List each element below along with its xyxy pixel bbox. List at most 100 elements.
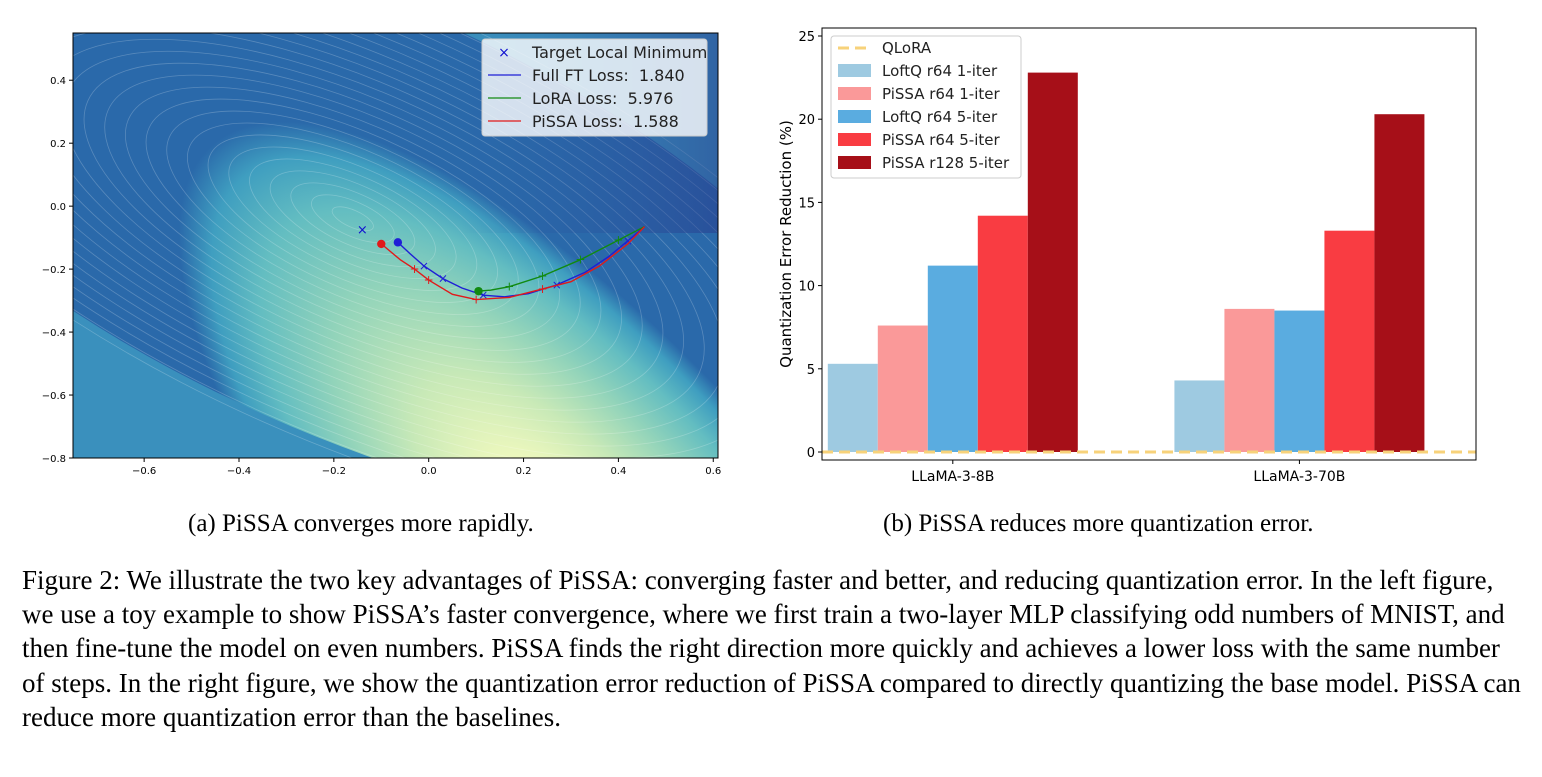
legend: QLoRA LoftQ r64 1-iter PiSSA r64 1-iter Lo… xyxy=(830,35,1022,179)
y-tick-label: 10 xyxy=(798,280,815,295)
y-tick-label: −0.4 xyxy=(42,328,66,339)
legend-entry-lora: LoRA Loss: 5.976 xyxy=(488,89,673,108)
legend-label: LoRA Loss: 5.976 xyxy=(532,89,673,108)
contour-line xyxy=(73,33,718,435)
target-marker-icon: × xyxy=(498,45,510,61)
contour-line xyxy=(73,33,718,458)
figure-caption: Figure 2: We illustrate the two key adva… xyxy=(22,565,1521,732)
step-marker: + xyxy=(537,282,547,296)
bar xyxy=(1224,308,1275,452)
convergence-chart: ×××××++++ ++++× −0.6 −0.4 −0.2 0.0 0.2 0.4 0.60… xyxy=(42,32,721,477)
legend-swatch-icon xyxy=(838,133,871,146)
contour-line xyxy=(207,134,498,303)
loss-contours xyxy=(73,33,718,458)
legend-label: Full FT Loss: 1.840 xyxy=(532,66,685,85)
x-tick-label: LLaMA-3-8B xyxy=(911,469,994,485)
legend-box xyxy=(830,35,1022,179)
bar xyxy=(1174,380,1225,452)
contour-line xyxy=(73,33,718,447)
x-tick-label: −0.4 xyxy=(227,466,251,477)
x-tick-label: 0.2 xyxy=(516,466,532,477)
bar xyxy=(877,325,928,452)
end-point xyxy=(393,238,403,247)
y-tick-label: 0.2 xyxy=(50,139,66,150)
step-marker: × xyxy=(478,288,488,302)
y-axis-label: Quantization Error Reduction (%) xyxy=(777,120,795,368)
legend-entry-target: × Target Local Minimum xyxy=(498,43,707,62)
bar xyxy=(977,215,1028,452)
step-marker: + xyxy=(409,262,419,276)
y-tick-label: −0.8 xyxy=(42,454,66,465)
contour-line xyxy=(73,33,718,458)
step-marker: + xyxy=(613,233,623,247)
subcaption-left: (a) PiSSA converges more rapidly. xyxy=(188,510,534,537)
contour-line xyxy=(290,182,416,256)
legend-swatch-icon xyxy=(838,87,871,100)
step-marker: × xyxy=(438,272,448,286)
quantization-chart: 0 5 10 15 20 25 LLaMA-3-8B LLaMA-3-70B Quantiza… xyxy=(777,27,1477,485)
y-tick-label: 0 xyxy=(807,446,815,461)
contour-line xyxy=(228,146,478,291)
end-point xyxy=(377,239,386,249)
contour-line xyxy=(73,33,718,458)
contour-line xyxy=(83,62,622,375)
step-marker: + xyxy=(504,280,514,294)
legend-swatch-icon xyxy=(838,156,871,169)
contour-line xyxy=(331,206,374,232)
x-tick-label: −0.2 xyxy=(322,466,346,477)
legend-label: LoftQ r64 5-iter xyxy=(882,108,998,126)
y-tick-label: −0.2 xyxy=(42,265,66,276)
x-tick-label: 0.4 xyxy=(610,466,626,477)
legend-entry-qlora: QLoRA xyxy=(838,39,932,57)
x-tick-label: −0.6 xyxy=(132,466,156,477)
legend-swatch-icon xyxy=(838,110,871,123)
contour-line xyxy=(73,50,643,387)
legend-box xyxy=(481,38,708,137)
end-point xyxy=(474,286,483,296)
y-tick-label: 15 xyxy=(798,196,815,211)
legend-entry-fullft: Full FT Loss: 1.840 xyxy=(488,66,685,85)
y-tick-label: −0.6 xyxy=(42,391,66,402)
step-marker: × xyxy=(419,259,429,273)
y-tick-label: 20 xyxy=(798,113,815,128)
contour-line xyxy=(166,110,540,327)
contour-fill xyxy=(73,33,718,458)
legend-label: PiSSA r64 1-iter xyxy=(882,85,1000,103)
contour-line xyxy=(73,33,684,411)
contour-line xyxy=(311,194,395,244)
contour-line xyxy=(73,33,705,423)
legend-label: LoftQ r64 1-iter xyxy=(882,62,998,80)
bar xyxy=(1027,72,1078,452)
contour-line xyxy=(73,33,718,458)
legend: × Target Local Minimum Full FT Loss: 1.8… xyxy=(481,38,708,137)
step-marker: + xyxy=(471,293,481,307)
step-marker: + xyxy=(575,253,585,267)
x-tick-label: LLaMA-3-70B xyxy=(1253,469,1345,485)
x-tick-label: 0.0 xyxy=(421,466,437,477)
bar xyxy=(1374,114,1425,452)
subcaption-right: (b) PiSSA reduces more quantization erro… xyxy=(883,510,1314,537)
contour-line xyxy=(269,170,436,268)
bar xyxy=(1274,310,1325,452)
plot-frame xyxy=(821,27,1477,461)
contour-line xyxy=(104,74,602,363)
legend-entry-pissa: PiSSA Loss: 1.588 xyxy=(488,112,679,131)
legend-swatch-icon xyxy=(838,64,871,77)
legend-label: QLoRA xyxy=(882,39,932,57)
contour-line xyxy=(73,33,718,458)
legend-label: PiSSA Loss: 1.588 xyxy=(532,112,679,131)
bar xyxy=(827,363,878,452)
contour-line xyxy=(73,38,664,399)
contour-line xyxy=(145,98,560,339)
step-marker: + xyxy=(424,273,434,287)
series-line xyxy=(478,225,645,292)
legend-label: PiSSA r128 5-iter xyxy=(882,154,1010,172)
series-line xyxy=(380,226,646,301)
contour-line xyxy=(73,33,718,458)
y-tick-label: 0.0 xyxy=(50,202,66,213)
x-tick-label: 0.6 xyxy=(705,466,721,477)
y-tick-label: 0.4 xyxy=(50,76,66,87)
y-tick-label: 25 xyxy=(798,30,815,45)
target-marker: × xyxy=(357,223,368,238)
plot-frame xyxy=(72,32,719,459)
